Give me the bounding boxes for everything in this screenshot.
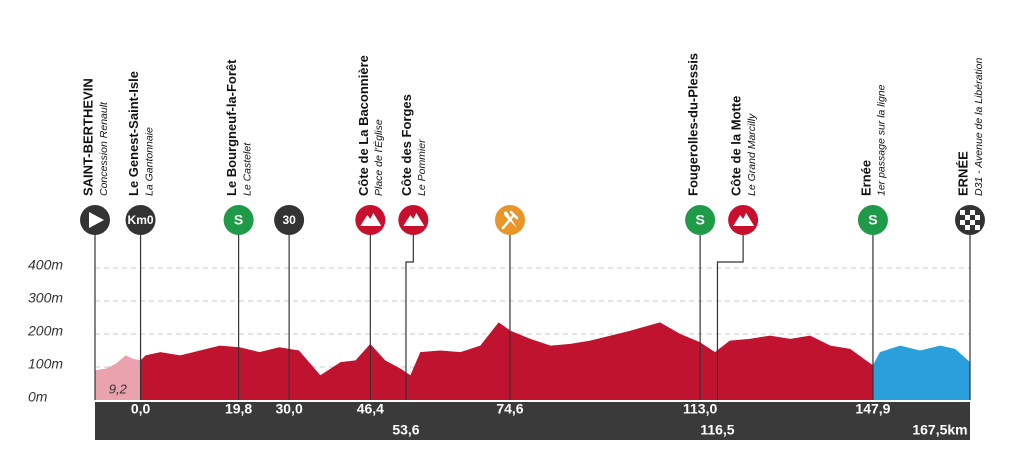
place-sub: Le Grand Marcilly: [746, 113, 758, 196]
knife-icon: [503, 211, 517, 228]
mountain-icon: [733, 213, 755, 226]
marker-icon: [955, 205, 985, 235]
place-name: Côte des Forges: [399, 94, 414, 196]
place-sub: Le Castelet: [241, 142, 253, 196]
y-tick-label: 400m: [28, 257, 63, 273]
checker: [975, 225, 980, 230]
icon-text: Km0: [128, 213, 154, 227]
checker: [960, 210, 965, 215]
elevation-area: [872, 345, 970, 400]
elevation-area: [95, 355, 141, 400]
x-tick-label: 167,5km: [912, 422, 967, 438]
checker: [975, 215, 980, 220]
x-tick-label: 74,6: [496, 401, 523, 417]
marker-icon: [80, 205, 110, 235]
marker-icon: S: [685, 205, 716, 235]
icon-circle: [125, 205, 156, 235]
marker-icon: [398, 205, 429, 235]
km-bar: [95, 402, 970, 440]
icon-text: S: [695, 212, 704, 228]
place-sub: D31 - Avenue de la Libération: [973, 57, 985, 196]
x-tick-label: 0,0: [131, 401, 151, 417]
place-name: ERNÉE: [955, 151, 970, 196]
checker: [960, 220, 965, 225]
marker-icon: [494, 205, 525, 235]
x-tick-label: 46,4: [357, 401, 384, 417]
mountain-icon: [403, 213, 425, 226]
play-icon: [89, 212, 104, 228]
checker: [965, 215, 970, 220]
x-tick-label: 19,8: [225, 401, 252, 417]
x-tick-label: 147,9: [855, 401, 890, 417]
icon-text: S: [868, 212, 877, 228]
x-tick-label: 113,0: [683, 401, 717, 417]
icon-circle: [857, 205, 888, 235]
place-name: Le Bourgneuf-la-Forêt: [224, 59, 239, 196]
y-tick-label: 100m: [28, 356, 63, 372]
icon-circle: [223, 205, 254, 235]
place-name: Fougerolles-du-Plessis: [686, 53, 701, 196]
place-sub: La Gantonnaie: [143, 127, 155, 196]
y-tick-label: 300m: [28, 290, 63, 306]
icon-circle: [274, 205, 305, 235]
marker-line: [716, 235, 744, 400]
x-tick-label: 116,5: [700, 422, 734, 438]
marker-icon: 30: [274, 205, 305, 235]
place-name: Le Genest-Saint-Isle: [126, 71, 141, 196]
marker-line: [405, 235, 414, 400]
place-sub: Place de l'Église: [372, 119, 385, 196]
mountain-icon: [360, 213, 382, 226]
y-tick-label: 200m: [27, 323, 63, 339]
checker: [970, 220, 975, 225]
icon-circle: [685, 205, 716, 235]
marker-icon: S: [857, 205, 888, 235]
place-sub: Le Pommier: [416, 139, 428, 196]
x-tick-label: 30,0: [275, 401, 302, 417]
place-name: Ernée: [858, 160, 873, 196]
place-name: Côte de la Motte: [729, 96, 744, 196]
fork-icon: [501, 210, 519, 230]
place-name: Côte de La Baconnière: [356, 55, 371, 196]
marker-icon: [355, 205, 386, 235]
y-tick-label: 0m: [28, 389, 48, 405]
icon-text: 30: [282, 213, 296, 227]
neutral-label: 9,2: [109, 381, 128, 396]
elevation-area: [140, 322, 873, 400]
marker-icon: Km0: [125, 205, 156, 235]
checker: [970, 210, 975, 215]
checker: [965, 225, 970, 230]
marker-icon: [728, 205, 759, 235]
marker-icon: S: [223, 205, 254, 235]
place-name: SAINT-BERTHEVIN: [80, 78, 95, 196]
x-tick-label: 53,6: [392, 422, 419, 438]
icon-text: S: [234, 212, 243, 228]
place-sub: Concession Renault: [98, 101, 110, 196]
place-sub: 1er passage sur la ligne: [876, 84, 888, 196]
